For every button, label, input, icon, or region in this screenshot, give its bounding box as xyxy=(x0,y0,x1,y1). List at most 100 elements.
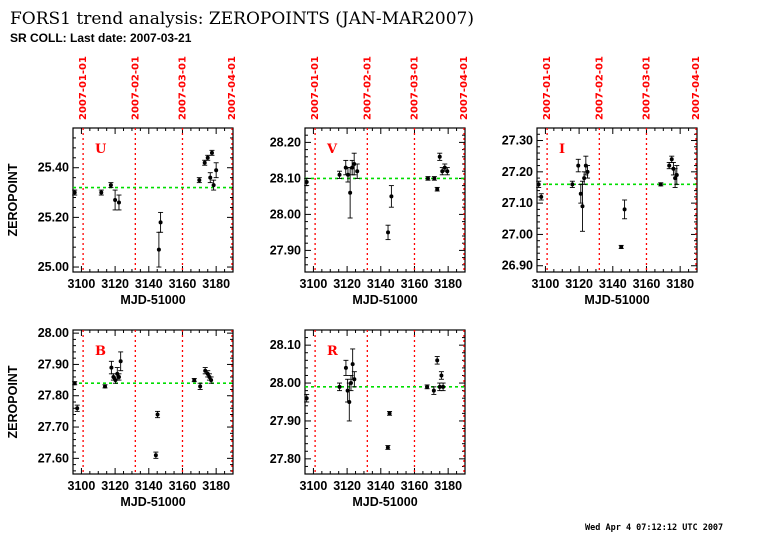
y-tick-label: 27.70 xyxy=(38,420,69,434)
plot-frame xyxy=(72,127,234,273)
data-point xyxy=(304,396,309,401)
data-point xyxy=(425,384,430,389)
x-tick-label: 3140 xyxy=(135,479,163,493)
data-point xyxy=(337,172,342,177)
x-tick-label: 3140 xyxy=(135,277,163,291)
plot-frame xyxy=(536,127,698,273)
band-label: B xyxy=(95,344,106,359)
data-point xyxy=(352,162,357,166)
data-point xyxy=(445,169,450,174)
data-point xyxy=(439,373,444,378)
date-marker-label: 2007-02-01 xyxy=(130,56,141,120)
data-point xyxy=(667,163,672,168)
data-point xyxy=(198,384,203,389)
data-point xyxy=(674,172,679,177)
data-point xyxy=(622,207,627,212)
data-point xyxy=(337,384,342,389)
band-label: I xyxy=(559,142,565,157)
timestamp-footer: Wed Apr 4 07:12:12 UTC 2007 xyxy=(585,523,723,533)
y-axis-label: ZEROPOINT xyxy=(6,365,20,438)
date-marker-label: 2007-03-01 xyxy=(641,56,652,120)
band-label: V xyxy=(326,142,338,157)
data-point xyxy=(116,200,121,205)
date-marker-label: 2007-02-01 xyxy=(362,56,373,120)
band-label: U xyxy=(95,142,107,157)
data-point xyxy=(345,388,350,393)
panel-v: 3100 3120 3140 3160 3180 27.90 28.00 28.10 28.20… xyxy=(270,56,470,307)
panel-u: 3100 3120 3140 3160 3180 25.00 25.20 25.40 MJD-5… xyxy=(6,56,238,307)
figure-subtitle: SR COLL: Last date: 2007-03-21 xyxy=(10,31,192,45)
y-tick-label: 28.00 xyxy=(38,326,69,340)
figure-title: FORS1 trend analysis: ZEROPOINTS (JAN-MA… xyxy=(10,9,474,29)
x-axis-label: MJD-51000 xyxy=(584,293,649,307)
data-point xyxy=(355,169,360,174)
data-point xyxy=(211,183,216,188)
data-point xyxy=(432,176,437,181)
data-point xyxy=(209,378,214,383)
x-tick-label: 3100 xyxy=(300,479,328,493)
date-marker-label: 2007-03-01 xyxy=(409,56,420,120)
data-point xyxy=(118,359,123,364)
data-point xyxy=(425,176,430,181)
y-tick-label: 27.00 xyxy=(502,227,533,241)
data-point xyxy=(348,381,353,386)
y-tick-label: 27.30 xyxy=(502,134,533,148)
x-axis-label: MJD-51000 xyxy=(352,495,417,509)
y-tick-label: 28.20 xyxy=(270,135,301,149)
y-tick-label: 27.10 xyxy=(502,196,533,210)
data-point xyxy=(113,198,118,202)
x-tick-label: 3180 xyxy=(434,277,462,291)
y-tick-label: 28.10 xyxy=(270,338,301,352)
data-point xyxy=(350,362,355,367)
data-point xyxy=(156,247,161,252)
data-point xyxy=(214,168,219,173)
data-point xyxy=(205,155,210,160)
y-axis-label: ZEROPOINT xyxy=(6,163,20,236)
data-point xyxy=(576,163,581,168)
data-point xyxy=(352,377,357,382)
x-tick-label: 3120 xyxy=(101,277,129,291)
data-point xyxy=(387,411,392,416)
data-point xyxy=(347,400,352,404)
date-marker-label: 2007-04-01 xyxy=(691,56,702,120)
data-point xyxy=(673,176,678,181)
data-point xyxy=(72,381,77,386)
data-point xyxy=(208,175,213,180)
x-tick-label: 3100 xyxy=(300,277,328,291)
panel-r: 3100 3120 3140 3160 3180 27.80 27.90 28.00 28.10… xyxy=(270,329,466,509)
data-point xyxy=(585,169,590,174)
data-point xyxy=(72,190,77,195)
x-tick-label: 3160 xyxy=(169,277,197,291)
x-tick-label: 3160 xyxy=(633,277,661,291)
data-point xyxy=(536,182,541,187)
data-point xyxy=(116,374,121,379)
data-point xyxy=(619,244,624,249)
data-point xyxy=(197,178,202,183)
data-point xyxy=(389,194,394,199)
data-point xyxy=(209,150,214,155)
x-tick-label: 3160 xyxy=(401,479,429,493)
y-tick-label: 27.90 xyxy=(38,357,69,371)
x-axis-label: MJD-51000 xyxy=(120,495,185,509)
x-tick-label: 3180 xyxy=(202,277,230,291)
data-point xyxy=(192,378,197,383)
data-point xyxy=(437,384,442,389)
x-tick-label: 3180 xyxy=(666,277,694,291)
x-tick-label: 3120 xyxy=(333,277,361,291)
x-tick-label: 3140 xyxy=(367,277,395,291)
band-label: R xyxy=(327,344,338,359)
data-point xyxy=(386,230,391,235)
data-point xyxy=(580,204,585,209)
data-point xyxy=(441,384,446,389)
data-point xyxy=(539,194,544,199)
x-tick-label: 3140 xyxy=(599,277,627,291)
data-point xyxy=(442,165,447,170)
data-point xyxy=(669,157,674,162)
data-point xyxy=(158,220,163,225)
y-tick-label: 26.90 xyxy=(502,259,533,273)
y-tick-label: 27.60 xyxy=(38,451,69,465)
data-point xyxy=(658,182,663,187)
data-point xyxy=(343,365,348,370)
panel-b: 3100 3120 3140 3160 3180 27.60 27.70 27.80 27.90… xyxy=(6,326,234,509)
